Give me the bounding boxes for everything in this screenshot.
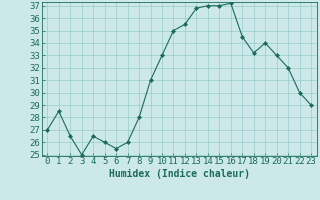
X-axis label: Humidex (Indice chaleur): Humidex (Indice chaleur) (109, 169, 250, 179)
